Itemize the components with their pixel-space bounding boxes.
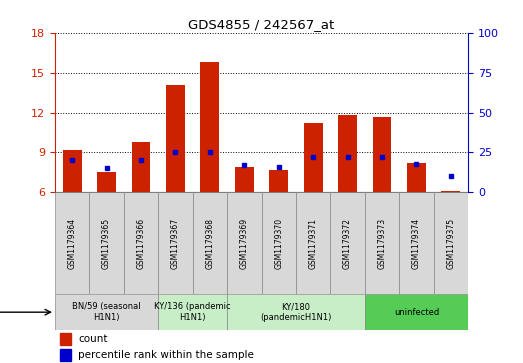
Text: GSM1179375: GSM1179375 [446, 218, 456, 269]
Bar [200, 62, 219, 192]
Bar [192, 192, 227, 294]
Bar [55, 192, 89, 294]
Bar [331, 192, 365, 294]
Bar [60, 349, 71, 362]
Bar [338, 115, 357, 192]
Bar [63, 150, 82, 192]
Bar [304, 123, 323, 192]
Bar [60, 333, 71, 345]
Text: GSM1179368: GSM1179368 [206, 218, 214, 269]
Bar [55, 294, 158, 330]
Text: GSM1179373: GSM1179373 [378, 218, 386, 269]
Text: GSM1179365: GSM1179365 [102, 218, 111, 269]
Text: uninfected: uninfected [394, 308, 439, 317]
Bar [269, 170, 288, 192]
Bar [158, 192, 192, 294]
Text: BN/59 (seasonal
H1N1): BN/59 (seasonal H1N1) [72, 302, 141, 322]
Title: GDS4855 / 242567_at: GDS4855 / 242567_at [188, 19, 335, 32]
Bar [407, 163, 426, 192]
Bar [434, 192, 468, 294]
Bar [227, 192, 262, 294]
Bar [365, 294, 468, 330]
Bar [131, 142, 151, 192]
Bar [97, 172, 116, 192]
Bar [399, 192, 434, 294]
Text: GSM1179374: GSM1179374 [412, 218, 421, 269]
Text: GSM1179366: GSM1179366 [137, 218, 145, 269]
Bar [124, 192, 158, 294]
Text: count: count [78, 334, 108, 344]
Bar [227, 294, 365, 330]
Text: GSM1179371: GSM1179371 [309, 218, 317, 269]
Text: GSM1179370: GSM1179370 [274, 218, 283, 269]
Bar [296, 192, 331, 294]
Bar [235, 167, 254, 192]
Text: KY/180
(pandemicH1N1): KY/180 (pandemicH1N1) [260, 302, 332, 322]
Text: GSM1179364: GSM1179364 [67, 218, 77, 269]
Bar [441, 191, 460, 192]
Bar [166, 85, 185, 192]
Bar [365, 192, 399, 294]
Text: GSM1179372: GSM1179372 [343, 218, 352, 269]
Bar [262, 192, 296, 294]
Text: percentile rank within the sample: percentile rank within the sample [78, 351, 254, 360]
Bar [158, 294, 227, 330]
Bar [89, 192, 124, 294]
Bar [372, 117, 392, 192]
Text: GSM1179369: GSM1179369 [240, 218, 249, 269]
Text: GSM1179367: GSM1179367 [171, 218, 180, 269]
Text: KY/136 (pandemic
H1N1): KY/136 (pandemic H1N1) [154, 302, 231, 322]
